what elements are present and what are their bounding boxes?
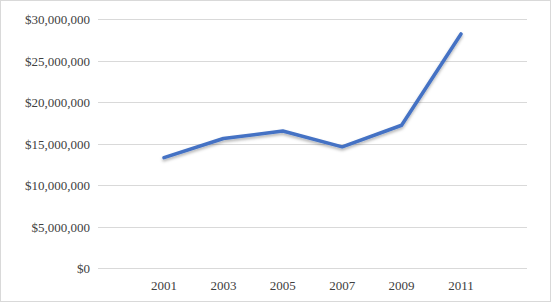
chart-container: $0 $5,000,000 $10,000,000 $15,000,000 $20,00…	[0, 0, 551, 302]
grid-line	[98, 61, 527, 62]
x-tick-label: 2007	[329, 278, 356, 293]
y-tick-label: $25,000,000	[25, 54, 90, 69]
x-tick-label: 2009	[389, 278, 415, 293]
grid-line	[98, 268, 527, 269]
y-tick-label: $0	[77, 261, 90, 276]
grid-line	[98, 227, 527, 228]
x-tick-label: 2003	[210, 278, 236, 293]
plot-area	[164, 34, 461, 158]
y-tick-label: $30,000,000	[25, 12, 90, 27]
y-tick-label: $20,000,000	[25, 95, 90, 110]
grid-line	[98, 185, 527, 186]
chart-frame	[1, 1, 551, 302]
y-tick-label: $15,000,000	[25, 137, 90, 152]
grid-line	[98, 144, 527, 145]
chart: $0 $5,000,000 $10,000,000 $15,000,000 $20,00…	[0, 0, 551, 302]
grid-line	[98, 19, 527, 20]
grid-line	[98, 102, 527, 103]
data-line	[164, 34, 461, 158]
x-tick-label: 2011	[448, 278, 474, 293]
x-tick-label: 2005	[270, 278, 296, 293]
y-tick-label: $5,000,000	[32, 220, 91, 235]
y-tick-label: $10,000,000	[25, 178, 90, 193]
x-tick-label: 2001	[151, 278, 177, 293]
